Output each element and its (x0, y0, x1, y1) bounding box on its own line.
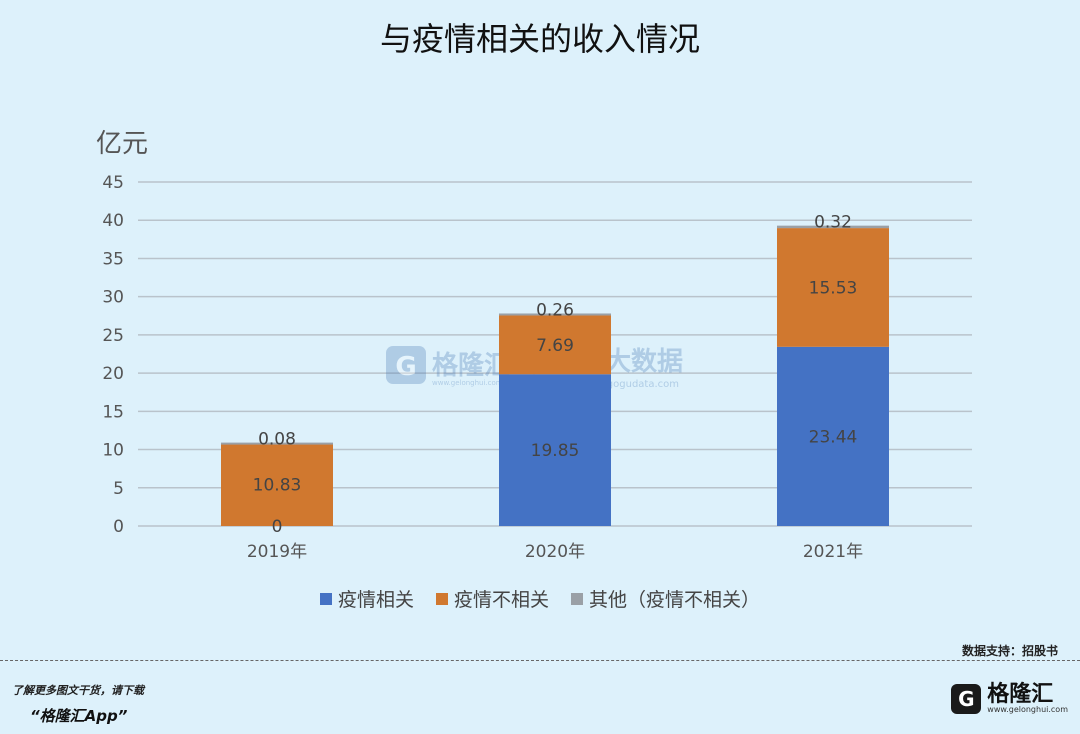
brand-name: 格隆汇 (987, 682, 1054, 707)
y-tick-label: 15 (102, 402, 124, 422)
y-tick-label: 25 (102, 326, 124, 346)
bar-segment (221, 442, 333, 445)
legend-label: 疫情相关 (337, 589, 414, 611)
bar-segment (777, 228, 889, 347)
bars (221, 225, 889, 526)
y-tick-label: 45 (102, 173, 124, 193)
legend-label: 疫情不相关 (453, 589, 549, 611)
legend-swatch (571, 592, 583, 605)
watermark-brand-name: 格隆汇 (432, 350, 510, 381)
bar-segment (777, 225, 889, 229)
footer-promo-text: 了解更多图文干货，请下载 (12, 684, 144, 697)
y-tick-label: 40 (102, 211, 124, 231)
watermark-gogu-url: www.gogudata.com (580, 379, 679, 390)
x-tick-label: 2021年 (803, 542, 863, 562)
legend-swatch (319, 592, 332, 605)
data-label: 0.26 (536, 300, 574, 320)
data-label: 23.44 (809, 427, 858, 447)
bar-segment (499, 315, 611, 375)
bar-segment (777, 346, 889, 526)
bar-segment (499, 374, 611, 526)
chart-title: 与疫情相关的收入情况 (379, 20, 700, 58)
data-label: 0 (272, 517, 283, 537)
legend-item: 疫情相关 (319, 585, 414, 612)
x-tick-labels: 2019年 2020年 2021年 (247, 542, 863, 562)
footer-divider (0, 660, 1080, 661)
data-label: 7.69 (536, 336, 574, 356)
legend-item: 其他（疫情不相关） (571, 585, 760, 612)
watermark-logo-icon (386, 346, 426, 384)
legend-item: 疫情不相关 (435, 585, 549, 612)
data-label: 15.53 (809, 278, 858, 298)
data-source: 数据支持：招股书 (961, 644, 1058, 658)
data-label: 10.83 (253, 476, 302, 496)
y-tick-labels: 0 5 10 15 20 25 30 35 40 45 (102, 173, 124, 537)
y-tick-label: 35 (102, 249, 124, 269)
watermark-brand-url: www.gelonghui.com (432, 379, 503, 387)
legend-swatch (435, 592, 448, 605)
y-tick-label: 20 (102, 364, 124, 384)
y-tick-label: 0 (113, 517, 124, 537)
legend-label: 其他（疫情不相关） (589, 589, 761, 611)
watermark-logo-letter: G (395, 352, 416, 382)
y-tick-label: 10 (102, 441, 124, 461)
y-tick-label: 30 (102, 288, 124, 308)
x-tick-label: 2020年 (525, 542, 585, 562)
x-tick-label: 2019年 (247, 542, 307, 562)
data-label: 0.08 (258, 430, 296, 450)
y-axis-unit-label: 亿元 (96, 129, 149, 159)
brand-logo: G 格隆汇 www.gelonghui.com (951, 684, 1068, 714)
bar-segment (221, 443, 333, 526)
bar-chart: G 格隆汇 www.gelonghui.com 勾股大数据 www.goguda… (102, 173, 972, 562)
data-label: 19.85 (531, 441, 580, 461)
brand-g-icon: G (951, 684, 982, 714)
data-label: 0.32 (814, 213, 852, 233)
legend: 疫情相关 疫情不相关 其他（疫情不相关） (0, 585, 1080, 612)
bar-segment (499, 313, 611, 316)
brand-url: www.gelonghui.com (987, 705, 1068, 714)
y-tick-label: 5 (113, 479, 124, 499)
data-labels: 0 10.83 0.08 19.85 7.69 0.26 23.44 15.53 0.32 (253, 213, 858, 537)
footer-app-name: “格隆汇App” (30, 707, 128, 725)
